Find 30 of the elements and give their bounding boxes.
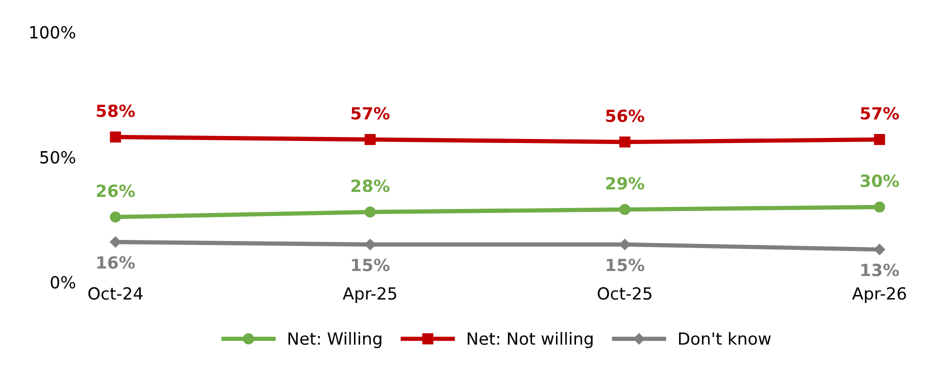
data-label: 15% (606, 258, 644, 272)
data-label: 13% (861, 264, 899, 276)
x-tick-label: Oct-24 (88, 287, 143, 300)
point (110, 211, 122, 223)
data-label: 56% (606, 109, 644, 122)
data-label: 28% (352, 179, 390, 192)
y-tick-label: 0% (50, 276, 76, 289)
point (619, 204, 630, 216)
x-tick-label: Apr-26 (852, 287, 906, 303)
x-tick-label: Apr-25 (342, 287, 396, 303)
point (110, 131, 122, 143)
data-label: 30% (860, 174, 899, 188)
legend-label: Net: Willing (288, 332, 382, 348)
y-tick-label: 50% (40, 150, 76, 164)
y-tick-label: 100% (30, 26, 76, 39)
data-label: 58% (96, 104, 135, 118)
data-label: 29% (606, 176, 644, 190)
x-tick-label: Oct-25 (598, 287, 652, 300)
legend-label: Don't know (679, 332, 771, 345)
data-label: 26% (96, 184, 135, 198)
point (364, 206, 376, 218)
legend-label: Net: Not willing (468, 332, 593, 348)
data-label: 57% (860, 106, 899, 120)
data-label: 57% (351, 106, 390, 120)
data-label: 16% (97, 256, 135, 269)
point (874, 201, 886, 213)
data-label: 15% (352, 258, 390, 272)
point (619, 136, 630, 148)
point (364, 134, 376, 146)
point (874, 134, 886, 146)
